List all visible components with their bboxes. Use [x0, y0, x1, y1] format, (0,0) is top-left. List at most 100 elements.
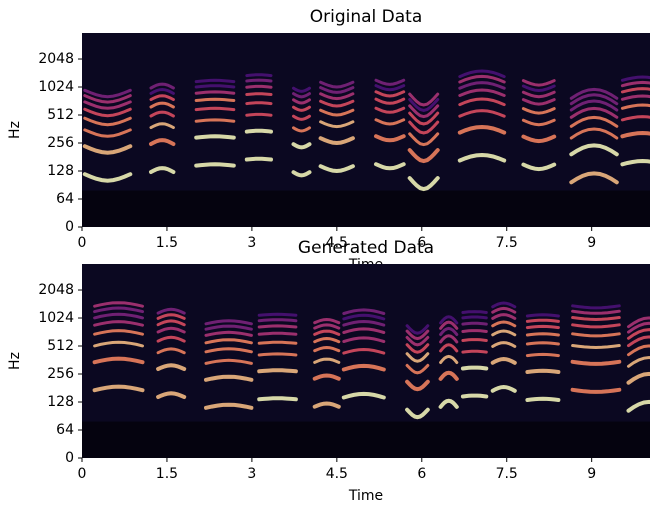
harmonic-streak [374, 106, 406, 114]
harmonic-streak [194, 134, 236, 140]
harmonic-streak [341, 391, 386, 400]
y-tick-label: 128 [47, 394, 74, 410]
low-band [82, 190, 650, 227]
harmonic-streak [257, 312, 298, 317]
harmonic-streak [292, 86, 311, 93]
harmonic-streak [313, 329, 341, 336]
harmonic-streak [319, 108, 355, 117]
harmonic-streak [312, 373, 341, 381]
harmonic-streak [374, 134, 406, 143]
harmonic-streak [313, 345, 341, 353]
harmonic-streak [458, 81, 506, 90]
harmonic-streak [149, 101, 175, 109]
harmonic-streak [204, 330, 253, 337]
harmonic-streak [92, 384, 145, 393]
harmonic-streak [93, 329, 144, 336]
harmonic-streak [83, 107, 132, 118]
harmonic-streak [405, 363, 430, 375]
x-tick-label: 1.5 [156, 235, 178, 251]
harmonic-streak [156, 335, 186, 343]
harmonic-streak [244, 156, 273, 162]
harmonic-streak [525, 341, 560, 346]
harmonic-streak [491, 306, 517, 314]
y-axis-label: Hz [7, 121, 23, 139]
harmonic-streak [627, 316, 650, 329]
harmonic-streak [521, 90, 556, 99]
harmonic-streak [342, 319, 386, 327]
harmonic-streak [491, 320, 517, 328]
harmonic-streak [521, 79, 556, 87]
harmonic-streak [156, 307, 186, 315]
harmonic-streak [92, 356, 145, 365]
harmonic-streak [342, 336, 386, 343]
harmonic-streak [569, 87, 619, 100]
harmonic-streak [244, 128, 273, 134]
harmonic-streak [156, 319, 186, 327]
harmonic-streak [245, 101, 273, 106]
y-tick-label: 256 [47, 135, 74, 151]
harmonic-streak [408, 120, 440, 135]
y-tick-label: 512 [47, 107, 74, 123]
harmonic-streak [571, 304, 621, 310]
harmonic-streak [313, 323, 341, 330]
x-tick-label: 3 [247, 466, 256, 482]
harmonic-streak [525, 396, 561, 402]
harmonic-streak [83, 88, 132, 99]
harmonic-streak [194, 78, 236, 84]
harmonic-streak [439, 354, 459, 364]
harmonic-streak [245, 92, 273, 96]
harmonic-streak [407, 176, 440, 192]
harmonic-streak [457, 124, 507, 135]
harmonic-streak [408, 104, 440, 119]
harmonic-streak [439, 343, 459, 353]
harmonic-streak [194, 84, 236, 89]
harmonic-streak [569, 93, 619, 106]
harmonic-streak [194, 106, 236, 112]
harmonic-streak [374, 78, 406, 86]
harmonic-streak [405, 335, 430, 347]
harmonic-streak [458, 88, 506, 97]
harmonic-streak [458, 109, 506, 118]
y-tick-label: 1024 [38, 79, 74, 95]
harmonic-streak [318, 164, 355, 174]
harmonic-streak [292, 114, 311, 121]
harmonic-streak [571, 316, 621, 322]
harmonic-streak [149, 166, 176, 174]
harmonic-streak [156, 391, 187, 399]
harmonic-streak [82, 144, 133, 155]
harmonic-streak [521, 134, 557, 144]
x-tick-label: 7.5 [496, 466, 518, 482]
harmonic-streak [408, 92, 440, 107]
harmonic-streak [194, 97, 236, 102]
harmonic-streak [93, 301, 144, 308]
harmonic-streak [571, 323, 621, 329]
harmonic-streak [245, 84, 273, 89]
harmonic-streak [458, 69, 506, 79]
harmonic-streak [408, 98, 440, 112]
harmonic-streak [204, 358, 253, 365]
harmonic-streak [439, 315, 459, 325]
harmonic-streak [461, 329, 488, 333]
harmonic-streak [490, 356, 517, 365]
harmonic-streak [626, 371, 650, 385]
harmonic-streak [461, 338, 488, 342]
harmonic-streak [521, 107, 556, 115]
harmonic-streak [319, 120, 355, 129]
x-tick-label: 0 [78, 235, 87, 251]
harmonic-streak [156, 326, 186, 334]
harmonic-streak [626, 399, 650, 413]
harmonic-streak [491, 341, 517, 348]
harmonic-streak [570, 387, 622, 394]
harmonic-streak [292, 92, 311, 99]
harmonic-streak [149, 122, 175, 130]
spectrogram-image [82, 264, 650, 458]
harmonic-streak [405, 329, 430, 341]
harmonic-streak [521, 98, 556, 106]
harmonic-streak [569, 115, 619, 128]
chart-title: Original Data [310, 7, 423, 27]
y-tick-label: 64 [56, 191, 74, 207]
harmonic-streak [204, 402, 254, 410]
harmonic-streak [313, 357, 341, 364]
harmonic-streak [570, 359, 622, 366]
x-tick-label: 3 [247, 235, 256, 251]
